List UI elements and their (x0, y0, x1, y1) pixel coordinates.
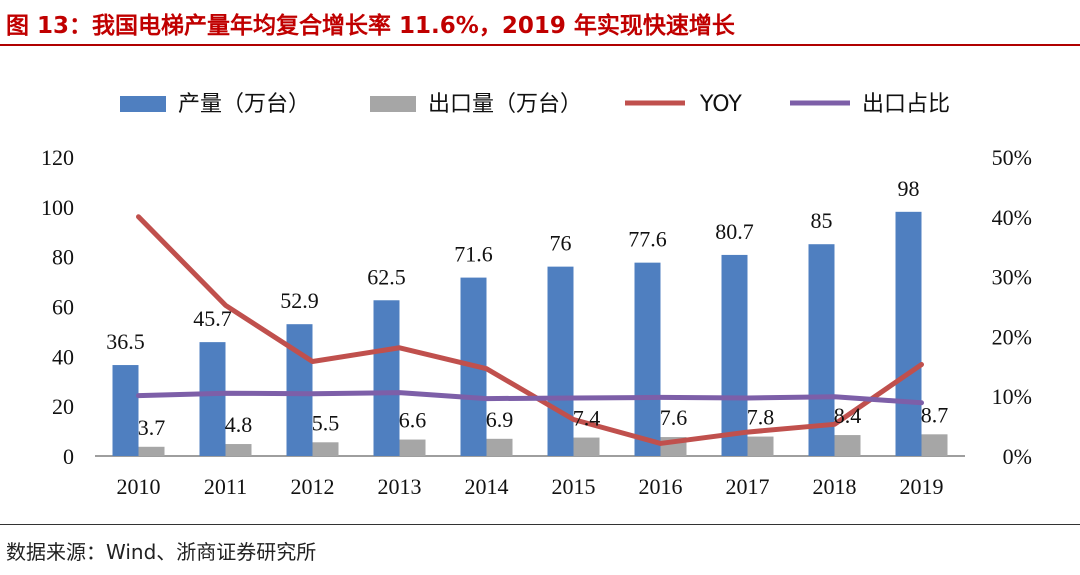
bar-export (138, 446, 165, 456)
data-labels: 36.5 3.7 45.7 4.8 52.9 5.5 62.5 6.6 71.6 6.9 76 7.4… (106, 176, 948, 440)
x-tick-label: 2014 (465, 474, 509, 499)
bar-export (225, 444, 252, 456)
bar-production (721, 254, 748, 456)
label-production: 98 (898, 176, 920, 201)
bar-production (895, 211, 922, 456)
right-tick-label: 20% (992, 324, 1032, 349)
source-divider (0, 524, 1080, 525)
label-production: 71.6 (454, 242, 493, 267)
left-tick-label: 100 (41, 195, 74, 220)
lines (136, 214, 924, 446)
right-tick-label: 30% (992, 265, 1032, 290)
bar-export (747, 436, 774, 456)
legend-label-production: 产量（万台） (178, 92, 310, 117)
x-tick-label: 2017 (726, 474, 770, 499)
legend: 产量（万台） 出口量（万台） YOY 出口占比 (120, 92, 950, 117)
line-export-ratio (136, 390, 924, 406)
axes: 0 20 40 60 80 100 120 0% 10% 20% 30% 40% 50% 2010 2011… (41, 145, 1032, 499)
legend-swatch-export (370, 96, 416, 112)
bar-production (373, 300, 400, 456)
right-tick-label: 40% (992, 205, 1032, 230)
bar-production (808, 244, 835, 456)
x-tick-label: 2016 (639, 474, 683, 499)
x-tick-label: 2019 (900, 474, 944, 499)
x-tick-label: 2010 (117, 474, 161, 499)
x-tick-label: 2013 (378, 474, 422, 499)
legend-swatch-production (120, 96, 166, 112)
bar-export (834, 435, 861, 456)
bar-export (399, 439, 426, 456)
bar-production (112, 365, 139, 456)
label-export: 6.6 (399, 408, 427, 433)
bars (112, 211, 948, 456)
left-tick-label: 40 (52, 344, 74, 369)
legend-label-export-ratio: 出口占比 (862, 92, 950, 117)
chart-canvas: 产量（万台） 出口量（万台） YOY 出口占比 0204060801001200… (41, 92, 1032, 499)
label-production: 45.7 (193, 306, 232, 331)
chart-title: 图 13：我国电梯产量年均复合增长率 11.6%，2019 年实现快速增长 (6, 13, 735, 39)
label-export: 7.4 (573, 406, 601, 431)
label-production: 76 (550, 231, 572, 256)
right-tick-label: 50% (992, 145, 1032, 170)
bar-export (573, 437, 600, 456)
title-divider (0, 44, 1080, 46)
bar-export (921, 434, 948, 456)
label-export: 3.7 (138, 415, 166, 440)
legend-label-export: 出口量（万台） (428, 92, 582, 117)
bar-production (634, 262, 661, 456)
left-tick-label: 80 (52, 245, 74, 270)
bar-production (199, 342, 226, 456)
label-export: 4.8 (225, 412, 253, 437)
x-tick-label: 2012 (291, 474, 335, 499)
bar-export (486, 438, 513, 456)
label-export: 6.9 (486, 407, 514, 432)
label-production: 80.7 (715, 219, 754, 244)
x-tick-label: 2018 (813, 474, 857, 499)
label-export: 5.5 (312, 410, 340, 435)
bar-production (286, 324, 313, 456)
x-tick-label: 2015 (552, 474, 596, 499)
label-export: 8.4 (834, 403, 862, 428)
label-export: 7.6 (660, 405, 688, 430)
left-tick-label: 60 (52, 295, 74, 320)
x-tick-label: 2011 (204, 474, 247, 499)
right-tick-label: 0% (1003, 444, 1032, 469)
label-production: 36.5 (106, 329, 145, 354)
label-production: 62.5 (367, 264, 406, 289)
left-tick-label: 20 (52, 394, 74, 419)
label-production: 52.9 (280, 288, 319, 313)
bar-production (547, 266, 574, 456)
left-tick-label: 120 (41, 145, 74, 170)
line-yoy (136, 214, 924, 446)
right-tick-label: 10% (992, 384, 1032, 409)
label-production: 85 (811, 208, 833, 233)
bar-export (312, 442, 339, 456)
left-tick-label: 0 (63, 444, 74, 469)
label-export: 7.8 (747, 405, 775, 430)
legend-label-yoy: YOY (699, 92, 742, 117)
label-production: 77.6 (628, 227, 667, 252)
source-note: 数据来源：Wind、浙商证券研究所 (6, 540, 317, 564)
label-export: 8.7 (921, 402, 949, 427)
